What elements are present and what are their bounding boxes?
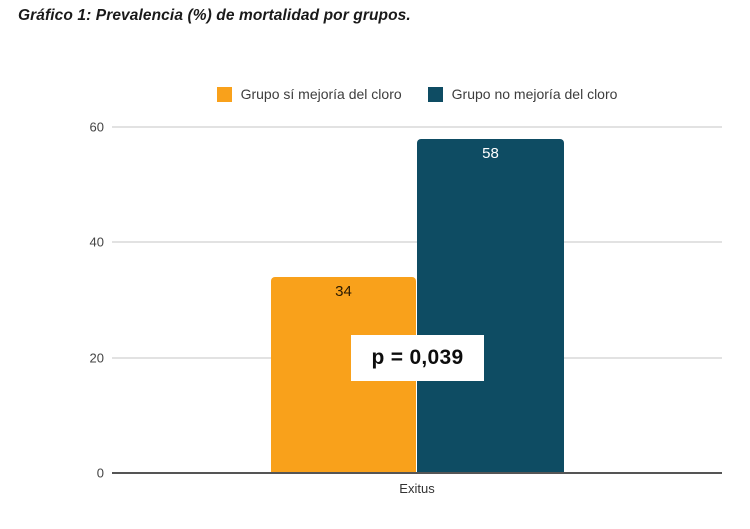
gridline: [112, 126, 722, 128]
bar-value-label: 58: [482, 144, 499, 162]
y-axis-tick-label: 40: [89, 234, 104, 250]
legend-item-no-mejoria: Grupo no mejoría del cloro: [427, 86, 618, 102]
legend-swatch-orange: [216, 86, 232, 102]
p-value-box: p = 0,039: [351, 335, 484, 381]
y-axis-tick-label: 0: [96, 465, 104, 481]
x-axis-category-label: Exitus: [399, 481, 435, 496]
bar-no-mejoria: 58: [417, 138, 564, 473]
y-axis-tick-label: 20: [89, 350, 104, 366]
legend-swatch-teal: [427, 86, 443, 102]
chart-title: Gráfico 1: Prevalencia (%) de mortalidad…: [18, 7, 411, 24]
plot-area: 34 58 p = 0,039 Exitus 0 20 40 60: [90, 120, 722, 496]
legend-label: Grupo no mejoría del cloro: [451, 86, 618, 102]
y-axis-tick-label: 60: [89, 119, 104, 135]
x-axis-line: [112, 472, 722, 474]
legend-label: Grupo sí mejoría del cloro: [240, 86, 402, 102]
p-value-text: p = 0,039: [371, 346, 464, 369]
legend-item-si-mejoria: Grupo sí mejoría del cloro: [216, 86, 402, 102]
legend: Grupo sí mejoría del cloro Grupo no mejo…: [112, 84, 722, 104]
bar-value-label: 34: [335, 282, 352, 300]
